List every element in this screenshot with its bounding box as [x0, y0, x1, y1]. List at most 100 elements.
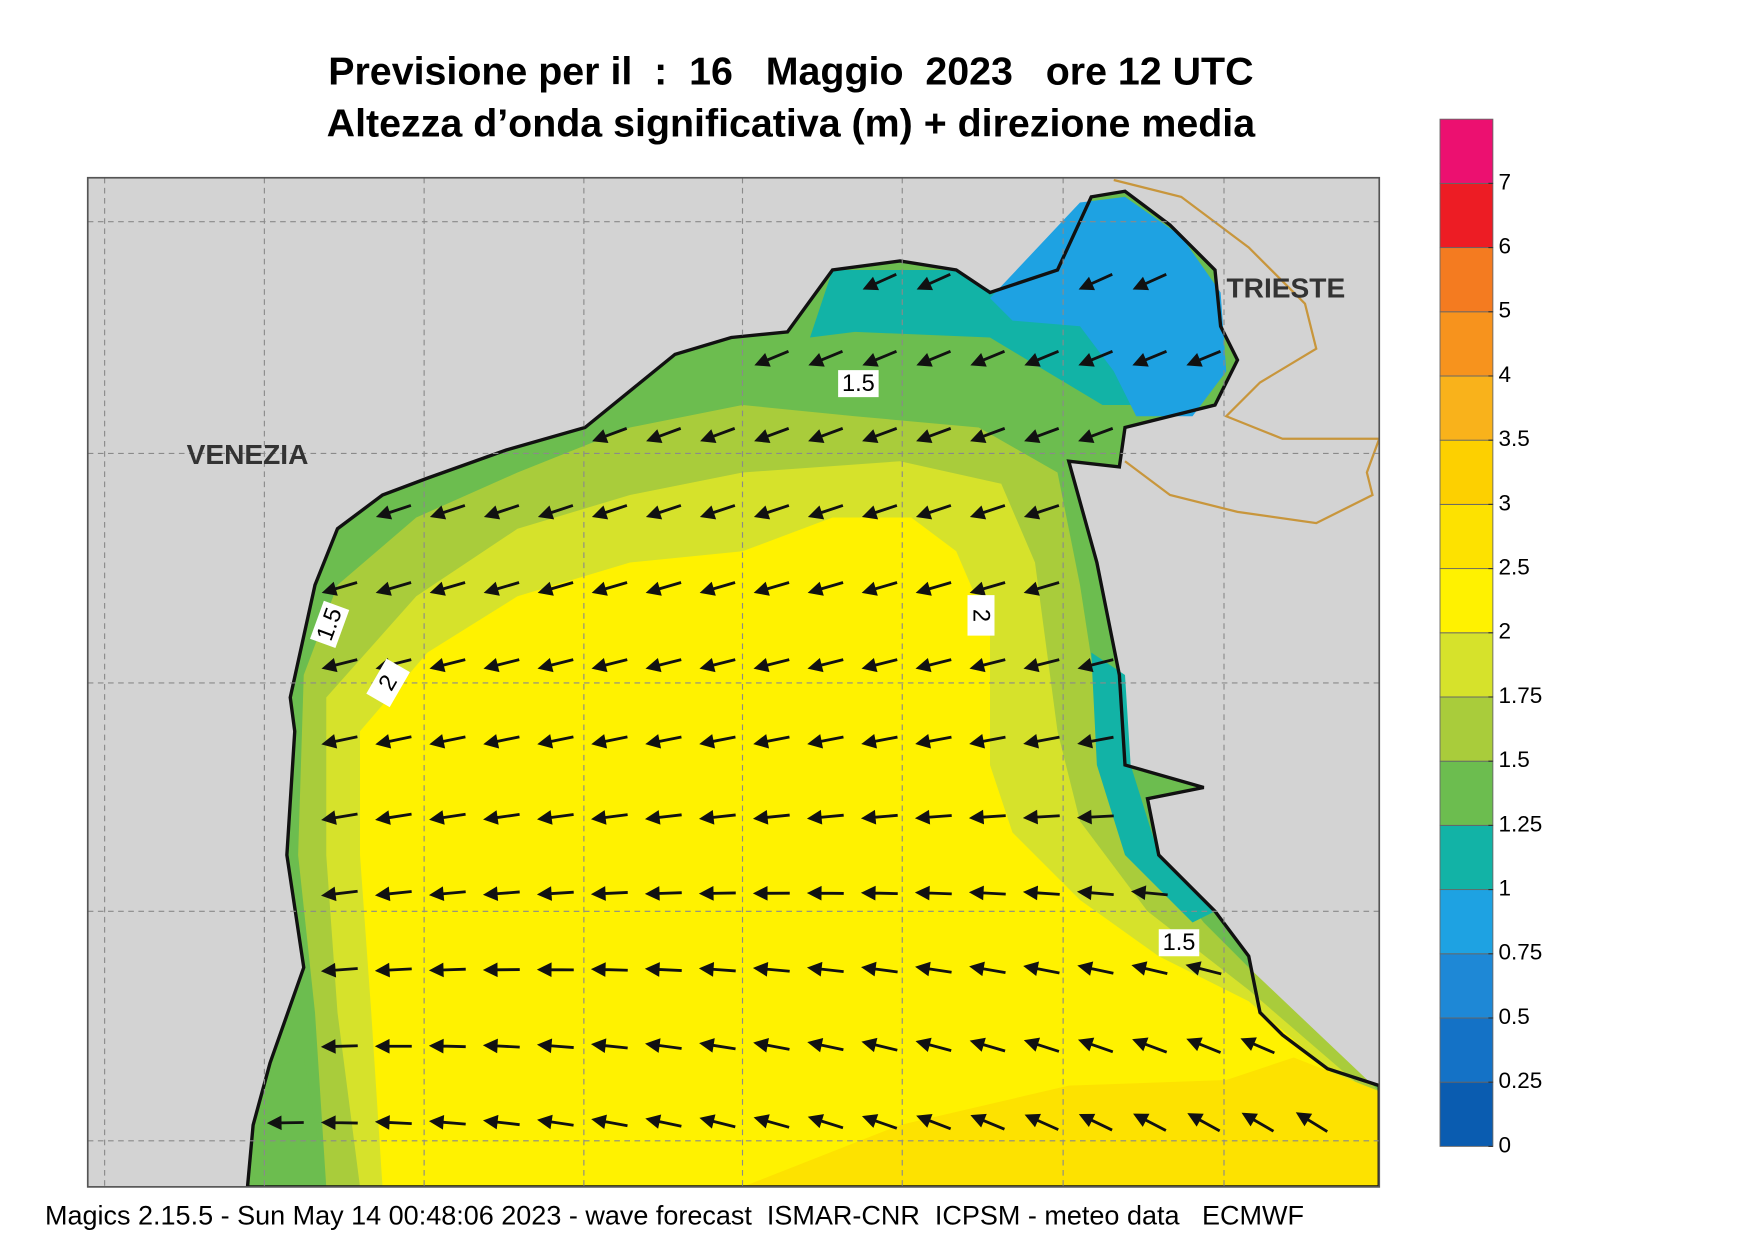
arrow	[591, 657, 628, 673]
place-label: TRIESTE	[1227, 273, 1346, 304]
arrow	[1023, 504, 1060, 520]
title-line: Altezza d’onda significativa (m) + direz…	[327, 101, 1257, 145]
arrow	[590, 962, 628, 977]
footer: Magics 2.15.5 - Sun May 14 00:48:06 2023…	[45, 1200, 1304, 1230]
arrow	[969, 734, 1006, 749]
arrow	[429, 581, 466, 596]
arrow	[753, 734, 790, 749]
colorbar-band	[1439, 632, 1494, 698]
colorbar-band	[1439, 311, 1494, 377]
arrow	[1077, 1037, 1114, 1054]
arrow	[1077, 734, 1114, 749]
colorbar-label: 0.5	[1499, 1004, 1530, 1029]
arrow	[1023, 961, 1060, 976]
arrow	[1023, 581, 1060, 596]
colorbar-label: 7	[1499, 169, 1512, 194]
arrow	[915, 1037, 952, 1052]
arrow	[483, 504, 520, 520]
label-box	[310, 600, 350, 649]
wave-band	[360, 517, 1380, 1187]
arrow	[1023, 1037, 1060, 1053]
arrow	[1130, 885, 1168, 901]
title-line: Previsione per il : 16 Maggio 2023 ore 1…	[328, 50, 1253, 94]
arrow	[429, 657, 466, 673]
coastline	[245, 189, 1380, 1187]
arrow	[969, 961, 1006, 977]
arrow	[537, 581, 574, 596]
arrow	[861, 1114, 898, 1130]
arrow	[1132, 273, 1167, 291]
arrow	[752, 809, 790, 825]
arrow	[699, 504, 736, 520]
colorbar-band	[1439, 696, 1494, 762]
arrow	[1078, 350, 1114, 367]
arrow	[753, 581, 790, 596]
arrow	[1076, 885, 1114, 901]
arrow	[375, 504, 412, 520]
arrow	[1024, 427, 1060, 443]
arrow	[591, 504, 628, 520]
arrow	[861, 734, 898, 749]
arrow	[806, 885, 844, 901]
map-frame	[86, 176, 1381, 1188]
arrow	[645, 1038, 682, 1053]
arrow	[808, 427, 844, 443]
colorbar-band	[1439, 760, 1494, 826]
arrow	[482, 1038, 520, 1054]
arrow	[914, 809, 952, 825]
colorbar-label: 4	[1499, 362, 1512, 387]
contour-label: 2	[967, 595, 995, 636]
colorbar-label: 1.25	[1499, 811, 1543, 836]
arrow	[537, 734, 574, 749]
colorbar-band	[1439, 439, 1494, 505]
arrow	[808, 350, 844, 367]
arrow	[861, 961, 898, 977]
colorbar: 0 0.25 0.5 0.75 1 1.25 1.5 1.75 2 2.5 3 3.5 4 5 6 7	[1439, 118, 1543, 1157]
arrow	[428, 962, 466, 978]
colorbar-band	[1439, 953, 1494, 1019]
label-text: 1.5	[1163, 930, 1196, 956]
arrow	[482, 886, 520, 901]
arrow	[483, 581, 520, 596]
arrow	[807, 657, 844, 673]
arrow	[1077, 961, 1114, 976]
arrow	[321, 810, 358, 825]
arrow	[861, 657, 898, 673]
border	[1113, 178, 1380, 525]
colorbar-label: 6	[1499, 234, 1512, 259]
arrow	[1241, 1112, 1275, 1133]
colorbar-label: 2.5	[1499, 555, 1530, 580]
contour-label: 2	[366, 658, 410, 708]
arrow	[915, 504, 952, 520]
colorbar-band	[1439, 889, 1494, 955]
arrow	[428, 1114, 466, 1130]
arrow	[536, 886, 574, 901]
arrow	[754, 427, 790, 443]
arrow	[1185, 961, 1222, 976]
colorbar-label: 0.25	[1499, 1068, 1543, 1093]
arrow	[970, 427, 1006, 443]
arrow	[807, 504, 844, 520]
arrow	[429, 810, 466, 825]
arrow	[969, 1037, 1006, 1053]
arrow	[321, 657, 358, 673]
arrow	[969, 657, 1006, 673]
colorbar-band	[1439, 568, 1494, 634]
colorbar-label: 3.5	[1499, 426, 1530, 451]
label-box	[1158, 929, 1200, 957]
arrow	[699, 1114, 736, 1129]
arrow	[483, 734, 520, 749]
arrow	[537, 504, 574, 520]
arrow	[698, 810, 736, 825]
arrow	[1186, 1037, 1222, 1054]
colorbar-band	[1439, 1081, 1494, 1147]
arrow	[915, 961, 952, 977]
arrow	[375, 581, 412, 596]
arrow	[591, 1114, 628, 1130]
arrow	[591, 581, 628, 596]
arrow	[753, 657, 790, 673]
arrow	[1078, 1113, 1113, 1132]
arrow	[970, 1113, 1006, 1131]
arrow	[1133, 1113, 1167, 1132]
wave-band	[990, 196, 1227, 417]
